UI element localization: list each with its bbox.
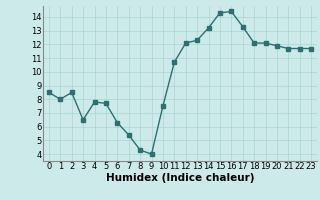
X-axis label: Humidex (Indice chaleur): Humidex (Indice chaleur) — [106, 173, 254, 183]
